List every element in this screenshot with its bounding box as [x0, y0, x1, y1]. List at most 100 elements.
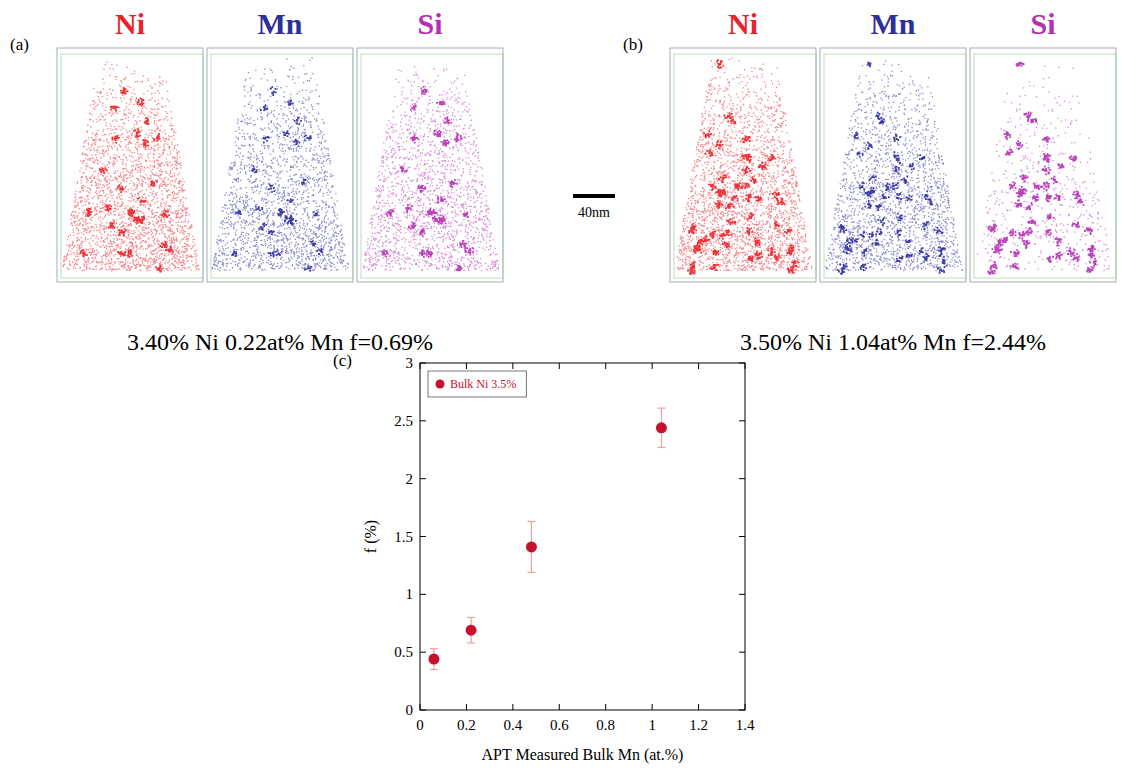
data-point [428, 654, 439, 665]
volume-box [820, 48, 966, 282]
element-header: Si [417, 7, 442, 40]
x-tick [420, 363, 421, 369]
y-tick-label: 1 [406, 586, 414, 602]
element-header: Mn [258, 7, 303, 40]
scale-bar-label: 40nm [578, 205, 610, 220]
atom-cloud [825, 60, 963, 271]
x-tick-label: 0.8 [596, 717, 615, 733]
volume-box [57, 48, 203, 282]
error-bar-cap [657, 408, 665, 409]
y-tick [739, 478, 745, 479]
y-tick-label: 2.5 [394, 413, 413, 429]
volume-box [974, 54, 1116, 278]
x-tick [745, 704, 746, 710]
x-tick-label: 1 [648, 717, 656, 733]
volume-box [970, 48, 1116, 282]
atom-cluster [80, 87, 174, 273]
atom-cluster [687, 59, 798, 275]
legend: Bulk Ni 3.5% [428, 371, 526, 397]
data-point [526, 541, 537, 552]
panel-label: (c) [333, 351, 352, 370]
y-tick [739, 420, 745, 421]
x-tick [420, 704, 421, 710]
element-header: Si [1030, 7, 1055, 40]
error-bar-cap [527, 521, 535, 522]
x-tick-label: 0.6 [550, 717, 569, 733]
x-tick [605, 704, 606, 710]
volume-box [61, 54, 203, 278]
marks [428, 408, 667, 669]
page: {"atom_maps": [ {"panel_label": "(a)", "… [0, 0, 1121, 774]
y-tick [420, 363, 426, 364]
caption: 3.50% Ni 1.04at% Mn f=2.44% [740, 329, 1046, 355]
chart: (c) 0 0.2 0.4 0.6 0.8 1 1.2 1.4 0 0.5 1 1.5 2 2.5 3 APT … [333, 351, 755, 764]
y-tick-label: 0.5 [394, 644, 413, 660]
figure: (a) Ni Mn Si 3.40% Ni 0.22at% Mn f=0.69% (b) N… [0, 0, 1121, 774]
x-tick [559, 363, 560, 369]
y-tick [739, 363, 745, 364]
legend-label: Bulk Ni 3.5% [450, 377, 516, 391]
atom-cluster [987, 62, 1096, 275]
volume-box [361, 54, 503, 278]
atom-map-panel: (a) Ni Mn Si 3.40% Ni 0.22at% Mn f=0.69% [10, 7, 503, 355]
x-tick [652, 363, 653, 369]
panel-label: (a) [10, 35, 29, 54]
atom-map-panel: (b) Ni Mn Si 3.50% Ni 1.04at% Mn f=2.44% [623, 7, 1116, 355]
y-tick-label: 2 [406, 471, 414, 487]
atom-cloud [363, 66, 499, 271]
y-tick [739, 594, 745, 595]
atom-cluster [837, 62, 947, 275]
atom-cloud [212, 57, 349, 271]
x-tick-label: 0.4 [503, 717, 522, 733]
volume-box [207, 48, 353, 282]
volume-box [357, 48, 503, 282]
error-bar-cap [430, 669, 438, 670]
x-tick [745, 363, 746, 369]
x-tick [698, 704, 699, 710]
y-axis-title: f (%) [362, 520, 380, 553]
y-tick [739, 652, 745, 653]
x-axis-title: APT Measured Bulk Mn (at.%) [482, 746, 684, 764]
error-bar-cap [467, 617, 475, 618]
scale-bar [573, 194, 615, 198]
data-point [656, 422, 667, 433]
x-tick-label: 0.2 [457, 717, 476, 733]
y-tick [420, 536, 426, 537]
x-tick [512, 704, 513, 710]
plot-frame [420, 363, 745, 710]
x-tick-label: 1.2 [689, 717, 708, 733]
y-tick [420, 652, 426, 653]
legend-box [428, 371, 526, 397]
x-tick-label: 1.4 [736, 717, 755, 733]
data-point [466, 625, 477, 636]
legend-marker [436, 380, 445, 389]
y-tick-label: 1.5 [394, 529, 413, 545]
volume-box [670, 48, 816, 282]
element-header: Ni [115, 7, 145, 40]
volume-box [674, 54, 816, 278]
caption: 3.40% Ni 0.22at% Mn f=0.69% [127, 329, 433, 355]
atom-cluster [231, 86, 322, 271]
error-bar-cap [467, 642, 475, 643]
atom-cloud [63, 62, 200, 271]
y-tick [420, 594, 426, 595]
y-tick [739, 536, 745, 537]
panel-label: (b) [623, 35, 643, 54]
y-tick-label: 3 [406, 355, 414, 371]
y-tick [420, 420, 426, 421]
volume-box [211, 54, 353, 278]
x-tick [698, 363, 699, 369]
x-tick [559, 704, 560, 710]
y-tick [420, 710, 426, 711]
element-header: Mn [871, 7, 916, 40]
element-header: Ni [728, 7, 758, 40]
x-tick [466, 704, 467, 710]
y-tick [420, 478, 426, 479]
x-tick-label: 0 [416, 717, 424, 733]
error-bar-cap [527, 572, 535, 573]
error-bar-cap [430, 648, 438, 649]
x-tick [466, 363, 467, 369]
x-tick [605, 363, 606, 369]
x-tick [652, 704, 653, 710]
y-tick-label: 0 [406, 702, 414, 718]
